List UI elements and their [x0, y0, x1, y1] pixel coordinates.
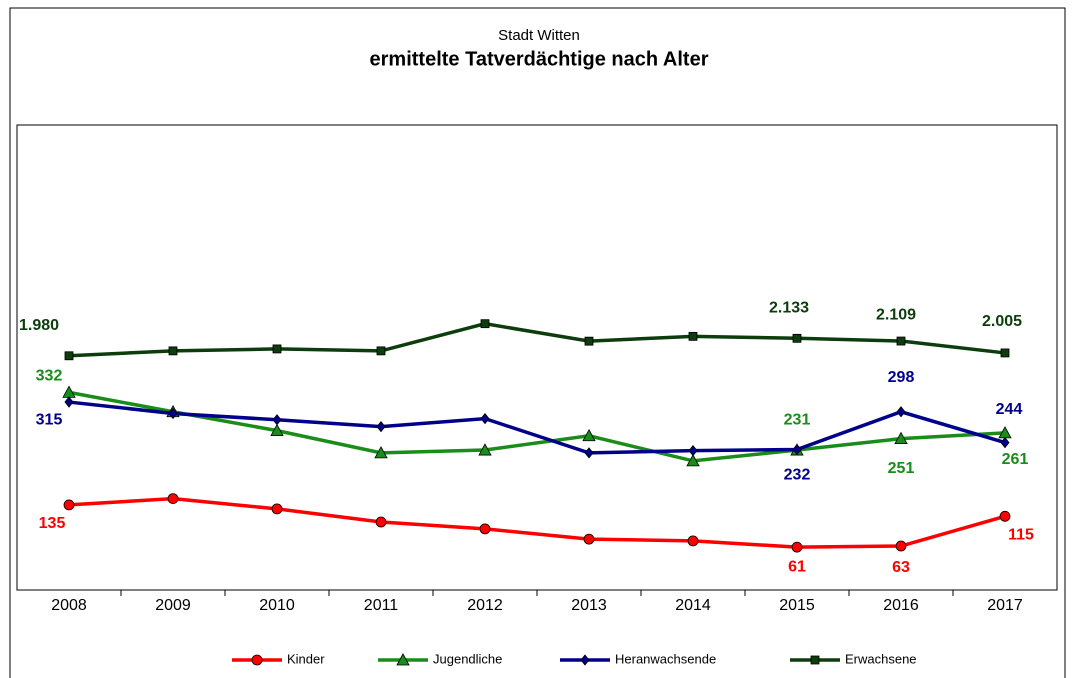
- marker: [480, 319, 490, 329]
- data-label: 63: [892, 559, 910, 576]
- series-line: [68, 496, 1006, 549]
- marker: [687, 535, 699, 547]
- marker: [896, 336, 906, 346]
- marker: [584, 447, 594, 459]
- marker: [895, 540, 907, 552]
- marker: [479, 523, 491, 535]
- marker: [396, 653, 410, 666]
- marker: [791, 541, 803, 553]
- x-tick-label: 2013: [571, 597, 607, 614]
- marker: [374, 446, 388, 459]
- data-label: 251: [888, 460, 915, 477]
- marker: [270, 423, 284, 437]
- data-label: 61: [788, 558, 806, 575]
- marker: [168, 346, 178, 356]
- marker: [168, 407, 178, 420]
- series-line: [68, 321, 1006, 358]
- x-tick-label: 2010: [259, 597, 295, 614]
- x-tick-label: 2012: [467, 597, 503, 614]
- data-label: 298: [888, 369, 915, 386]
- marker: [272, 344, 282, 354]
- marker: [580, 654, 590, 666]
- x-tick-label: 2008: [51, 597, 87, 614]
- marker: [582, 428, 596, 442]
- marker: [583, 533, 595, 545]
- data-label: 135: [39, 515, 66, 532]
- marker: [896, 406, 906, 418]
- marker: [688, 444, 698, 457]
- data-label: 244: [996, 401, 1023, 418]
- data-label: 2.133: [769, 300, 809, 317]
- marker: [686, 454, 700, 467]
- marker: [480, 412, 490, 425]
- legend-label: Heranwachsende: [615, 651, 716, 666]
- marker: [271, 503, 283, 515]
- marker: [999, 510, 1011, 522]
- x-tick-label: 2011: [364, 597, 399, 614]
- marker: [1000, 348, 1010, 358]
- marker: [810, 655, 820, 665]
- x-tick-label: 2017: [987, 597, 1023, 614]
- marker: [167, 493, 179, 504]
- marker: [64, 351, 74, 361]
- legend-label: Erwachsene: [845, 651, 917, 666]
- x-tick-label: 2015: [779, 597, 815, 614]
- data-label: 315: [36, 411, 63, 428]
- x-tick-label: 2009: [155, 597, 191, 614]
- marker: [63, 499, 75, 511]
- marker: [272, 414, 282, 426]
- chart-subtitle: Stadt Witten: [498, 27, 580, 44]
- data-label: 332: [36, 368, 63, 385]
- data-label: 261: [1002, 451, 1029, 468]
- chart-frame: [9, 7, 1066, 678]
- marker: [478, 443, 492, 456]
- marker: [792, 333, 802, 343]
- chart-title: ermittelte Tatverdächtige nach Alter: [370, 48, 709, 70]
- data-label: 231: [784, 411, 811, 428]
- marker: [584, 336, 594, 346]
- marker: [376, 346, 386, 356]
- data-label: 232: [784, 467, 811, 484]
- data-label: 2.005: [982, 313, 1022, 330]
- marker: [792, 443, 802, 456]
- marker: [894, 431, 908, 445]
- x-tick-label: 2016: [883, 597, 919, 614]
- legend-label: Jugendliche: [433, 651, 502, 666]
- marker: [251, 654, 263, 666]
- marker: [375, 516, 387, 528]
- data-label: 1.980: [19, 317, 59, 334]
- data-label: 115: [1008, 527, 1034, 544]
- legend-label: Kinder: [287, 651, 325, 666]
- series-line: [68, 400, 1006, 455]
- series-line: [68, 390, 1006, 463]
- x-tick-label: 2014: [675, 597, 711, 614]
- marker: [1000, 436, 1010, 449]
- marker: [376, 420, 386, 433]
- data-label: 2.109: [876, 306, 916, 323]
- marker: [64, 396, 74, 408]
- marker: [688, 331, 698, 341]
